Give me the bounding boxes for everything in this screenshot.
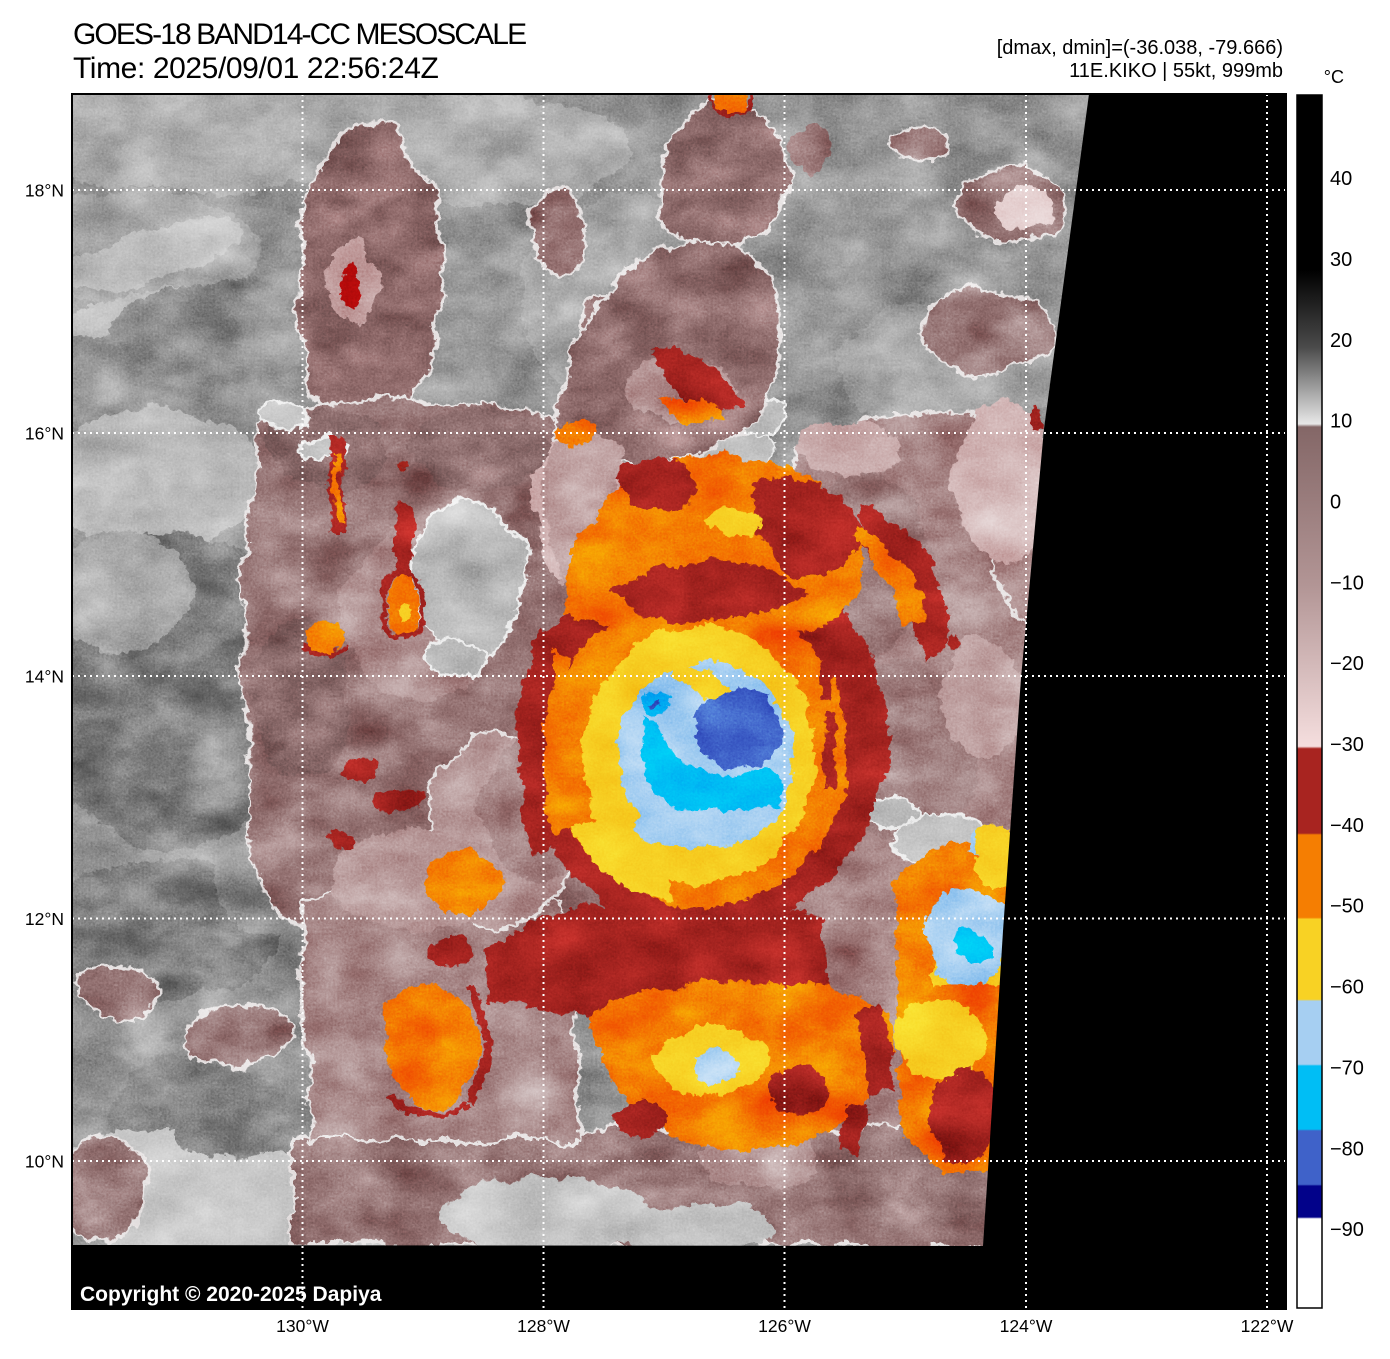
svg-text:30: 30: [1330, 249, 1352, 271]
svg-text:−90: −90: [1330, 1219, 1364, 1241]
svg-text:−40: −40: [1330, 815, 1364, 837]
svg-text:122°W: 122°W: [1241, 1316, 1294, 1336]
svg-text:−50: −50: [1330, 896, 1364, 918]
svg-text:[dmax, dmin]=(-36.038, -79.666: [dmax, dmin]=(-36.038, -79.666): [997, 37, 1283, 59]
svg-text:°C: °C: [1324, 67, 1344, 87]
svg-text:128°W: 128°W: [517, 1316, 570, 1336]
svg-text:10°N: 10°N: [25, 1152, 64, 1172]
svg-text:Copyright © 2020-2025 Dapiya: Copyright © 2020-2025 Dapiya: [80, 1283, 382, 1306]
svg-text:−20: −20: [1330, 653, 1364, 675]
svg-text:−70: −70: [1330, 1057, 1364, 1079]
svg-text:0: 0: [1330, 492, 1341, 514]
svg-text:−60: −60: [1330, 977, 1364, 999]
svg-text:14°N: 14°N: [25, 667, 64, 687]
svg-text:40: 40: [1330, 168, 1352, 190]
svg-text:18°N: 18°N: [25, 181, 64, 201]
svg-text:16°N: 16°N: [25, 424, 64, 444]
svg-text:12°N: 12°N: [25, 909, 64, 929]
svg-text:10: 10: [1330, 411, 1352, 433]
svg-text:−30: −30: [1330, 734, 1364, 756]
svg-text:20: 20: [1330, 330, 1352, 352]
svg-text:11E.KIKO | 55kt, 999mb: 11E.KIKO | 55kt, 999mb: [1069, 60, 1283, 82]
svg-text:124°W: 124°W: [1000, 1316, 1053, 1336]
svg-text:GOES-18 BAND14-CC MESOSCALE: GOES-18 BAND14-CC MESOSCALE: [73, 18, 526, 51]
svg-text:−80: −80: [1330, 1138, 1364, 1160]
svg-text:−10: −10: [1330, 572, 1364, 594]
svg-text:Time: 2025/09/01 22:56:24Z: Time: 2025/09/01 22:56:24Z: [73, 52, 438, 85]
svg-text:130°W: 130°W: [276, 1316, 329, 1336]
svg-text:126°W: 126°W: [758, 1316, 811, 1336]
